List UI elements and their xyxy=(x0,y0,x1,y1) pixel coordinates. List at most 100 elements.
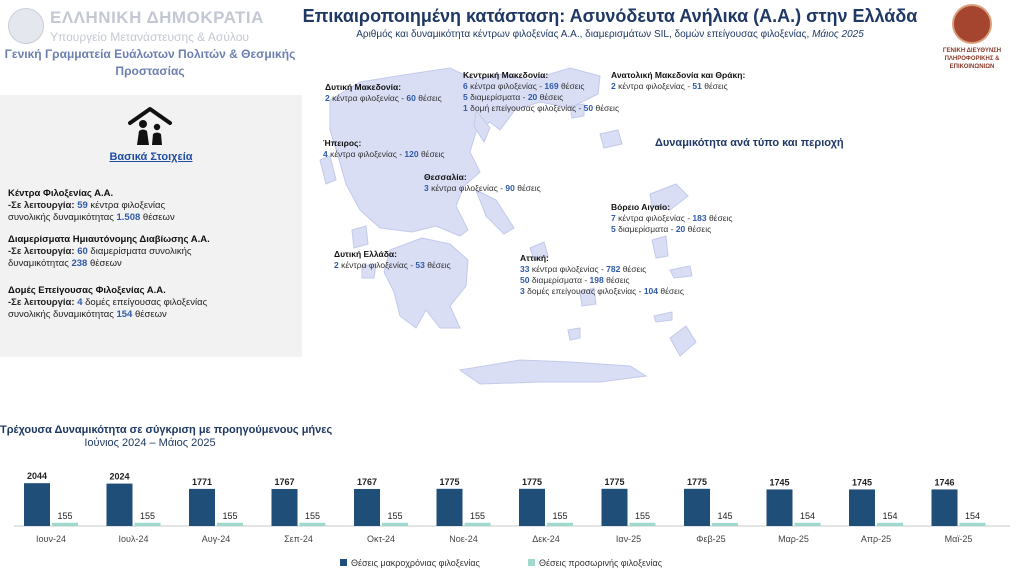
samos xyxy=(669,265,693,279)
data-label: 1775 xyxy=(522,477,542,487)
bar-temporary xyxy=(464,522,491,526)
region-label: Ήπειρος: 4 κέντρα φιλοξενίας - 120 θέσεις xyxy=(323,138,445,160)
emergency-block: Δομές Επείγουσας Φιλοξενίας Α.Α. -Σε λει… xyxy=(8,285,208,320)
bar-long-term xyxy=(766,489,793,526)
lemnos xyxy=(599,129,623,149)
legend-label: Θέσεις μακροχρόνιας φιλοξενίας xyxy=(351,558,481,568)
region-label: Δυτική Μακεδονία: 2 κέντρα φιλοξενίας - 6… xyxy=(325,82,442,104)
region-name: Δυτική Μακεδονία: xyxy=(325,82,402,92)
bar-long-term xyxy=(849,489,875,526)
data-label: 155 xyxy=(552,511,567,521)
region-line: 3 κέντρα φιλοξενίας - 90 θέσεις xyxy=(424,183,541,193)
chios xyxy=(651,235,669,259)
data-label: 1745 xyxy=(769,477,789,487)
region-line: 7 κέντρα φιλοξενίας - 183 θέσεις xyxy=(611,213,733,223)
region-label: Κεντρική Μακεδονία: 6 κέντρα φιλοξενίας -… xyxy=(463,70,619,114)
region-line: 5 διαμερίσματα - 20 θέσεις xyxy=(463,92,564,102)
x-tick-label: Οκτ-24 xyxy=(367,534,395,544)
region-line: 6 κέντρα φιλοξενίας - 169 θέσεις xyxy=(463,81,585,91)
data-label: 2024 xyxy=(109,472,129,482)
bar-long-term xyxy=(24,483,50,526)
bar-temporary xyxy=(959,522,986,526)
centers-block: Κέντρα Φιλοξενίας Α.Α. -Σε λειτουργία: 5… xyxy=(8,188,175,223)
region-name: Ανατολική Μακεδονία και Θράκη: xyxy=(611,70,746,80)
region-label: Ανατολική Μακεδονία και Θράκη: 2 κέντρα φ… xyxy=(611,70,745,92)
bar-temporary xyxy=(52,522,78,526)
data-label: 154 xyxy=(965,511,980,521)
bar-temporary xyxy=(629,522,656,526)
region-line: 33 κέντρα φιλοξενίας - 782 θέσεις xyxy=(520,264,647,274)
chart-title: Τρέχουσα Δυναμικότητα σε σύγκριση με προ… xyxy=(0,424,333,436)
data-label: 155 xyxy=(57,511,72,521)
logo-line1: ΕΛΛΗΝΙΚΗ ΔΗΜΟΚΡΑΤΙΑ xyxy=(50,8,264,27)
data-label: 155 xyxy=(305,511,320,521)
data-label: 2044 xyxy=(27,471,47,481)
crete xyxy=(458,359,648,385)
logo-line2: Υπουργείο Μετανάστευσης & Ασύλου xyxy=(50,30,249,44)
legend-label: Θέσεις προσωρινής φιλοξενίας xyxy=(539,558,663,568)
bar-temporary xyxy=(794,522,821,526)
data-label: 1746 xyxy=(934,477,954,487)
region-line: 4 κέντρα φιλοξενίας - 120 θέσεις xyxy=(323,149,445,159)
data-label: 155 xyxy=(140,511,155,521)
region-line: 2 κέντρα φιλοξενίας - 60 θέσεις xyxy=(325,93,442,103)
page-title: Επικαιροποιημένη κατάσταση: Ασυνόδευτα Α… xyxy=(302,6,918,26)
data-label: 1775 xyxy=(604,477,624,487)
bar-long-term xyxy=(189,488,215,526)
data-label: 1775 xyxy=(687,477,707,487)
basics-heading[interactable]: Βασικά Στοιχεία xyxy=(109,151,193,163)
region-line: 50 διαμερίσματα - 198 θέσεις xyxy=(520,275,630,285)
lesvos xyxy=(649,183,689,211)
bar-long-term xyxy=(436,488,463,526)
capacity-bar-chart: 2044 155 Ιουν-24 2024 155 Ιουλ-24 1771 155 Αυγ-2… xyxy=(14,471,1010,568)
corfu xyxy=(319,155,337,185)
data-label: 154 xyxy=(882,511,897,521)
x-tick-label: Ιουλ-24 xyxy=(119,534,149,544)
apartments-block: Διαμερίσματα Ημιαυτόνομης Διαβίωσης Α.Α.… xyxy=(8,234,210,269)
data-label: 1745 xyxy=(852,477,872,487)
gd-logo: ΓΕΝΙΚΗ ΔΙΕΥΘΥΝΣΗ ΠΛΗΡΟΦΟΡΙΚΗΣ & ΕΠΙΚΟΙΝΩΝ… xyxy=(924,4,1020,80)
kos xyxy=(653,311,673,323)
andros xyxy=(529,241,549,261)
ministry-logo: ΕΛΛΗΝΙΚΗ ΔΗΜΟΚΡΑΤΙΑ Υπουργείο Μετανάστευ… xyxy=(8,6,263,46)
region-label: Δυτική Ελλάδα: 2 κέντρα φιλοξενίας - 53 θ… xyxy=(334,249,451,271)
x-tick-label: Ιαν-25 xyxy=(616,534,641,544)
zakynthos xyxy=(361,263,377,279)
legend-swatch-long-term xyxy=(340,559,347,566)
x-tick-label: Αυγ-24 xyxy=(202,534,230,544)
region-line: 1 δομή επείγουσας φιλοξενίας - 50 θέσεις xyxy=(463,103,620,113)
gd-logo-text: ΓΕΝΙΚΗ ΔΙΕΥΘΥΝΣΗ ΠΛΗΡΟΦΟΡΙΚΗΣ & ΕΠΙΚΟΙΝΩΝ… xyxy=(942,48,1002,70)
basics-panel: Βασικά Στοιχεία Κέντρα Φιλοξενίας Α.Α. -… xyxy=(0,95,302,357)
page-subtitle: Αριθμός και δυναμικότητα κέντρων φιλοξεν… xyxy=(356,29,864,40)
x-tick-label: Φεβ-25 xyxy=(696,534,725,544)
peloponnese xyxy=(383,237,469,329)
bar-long-term xyxy=(271,488,298,526)
bar-temporary xyxy=(217,522,243,526)
ministry-name: Γενική Γραμματεία Ευάλωτων Πολιτών & Θεσ… xyxy=(4,47,296,78)
chart-subtitle: Ιούνιος 2024 – Μάιος 2025 xyxy=(84,437,216,449)
bar-long-term xyxy=(354,488,380,526)
bar-long-term xyxy=(684,488,710,526)
x-tick-label: Ιουν-24 xyxy=(36,534,66,544)
house-family-icon xyxy=(128,107,172,145)
evia xyxy=(475,188,515,235)
bar-long-term xyxy=(519,488,545,526)
data-label: 1767 xyxy=(274,477,294,487)
data-label: 154 xyxy=(800,511,815,521)
region-label: Βόρειο Αιγαίο: 7 κέντρα φιλοξενίας - 183 … xyxy=(611,202,733,235)
santorini xyxy=(567,327,581,341)
region-label: Αττική: 33 κέντρα φιλοξενίας - 782 θέσεις… xyxy=(520,253,684,297)
x-tick-label: Μαρ-25 xyxy=(778,534,809,544)
legend-swatch-temporary xyxy=(528,559,535,566)
x-tick-label: Μαϊ-25 xyxy=(945,534,973,544)
halkidiki xyxy=(473,108,491,144)
region-name: Θεσσαλία: xyxy=(424,172,467,182)
bar-temporary xyxy=(134,522,161,526)
data-label: 155 xyxy=(470,511,485,521)
bar-temporary xyxy=(382,522,408,526)
x-tick-label: Δεκ-24 xyxy=(532,534,560,544)
region-name: Δυτική Ελλάδα: xyxy=(334,249,397,259)
region-name: Ήπειρος: xyxy=(323,138,362,148)
naxos xyxy=(579,287,597,307)
bar-temporary xyxy=(877,522,903,526)
